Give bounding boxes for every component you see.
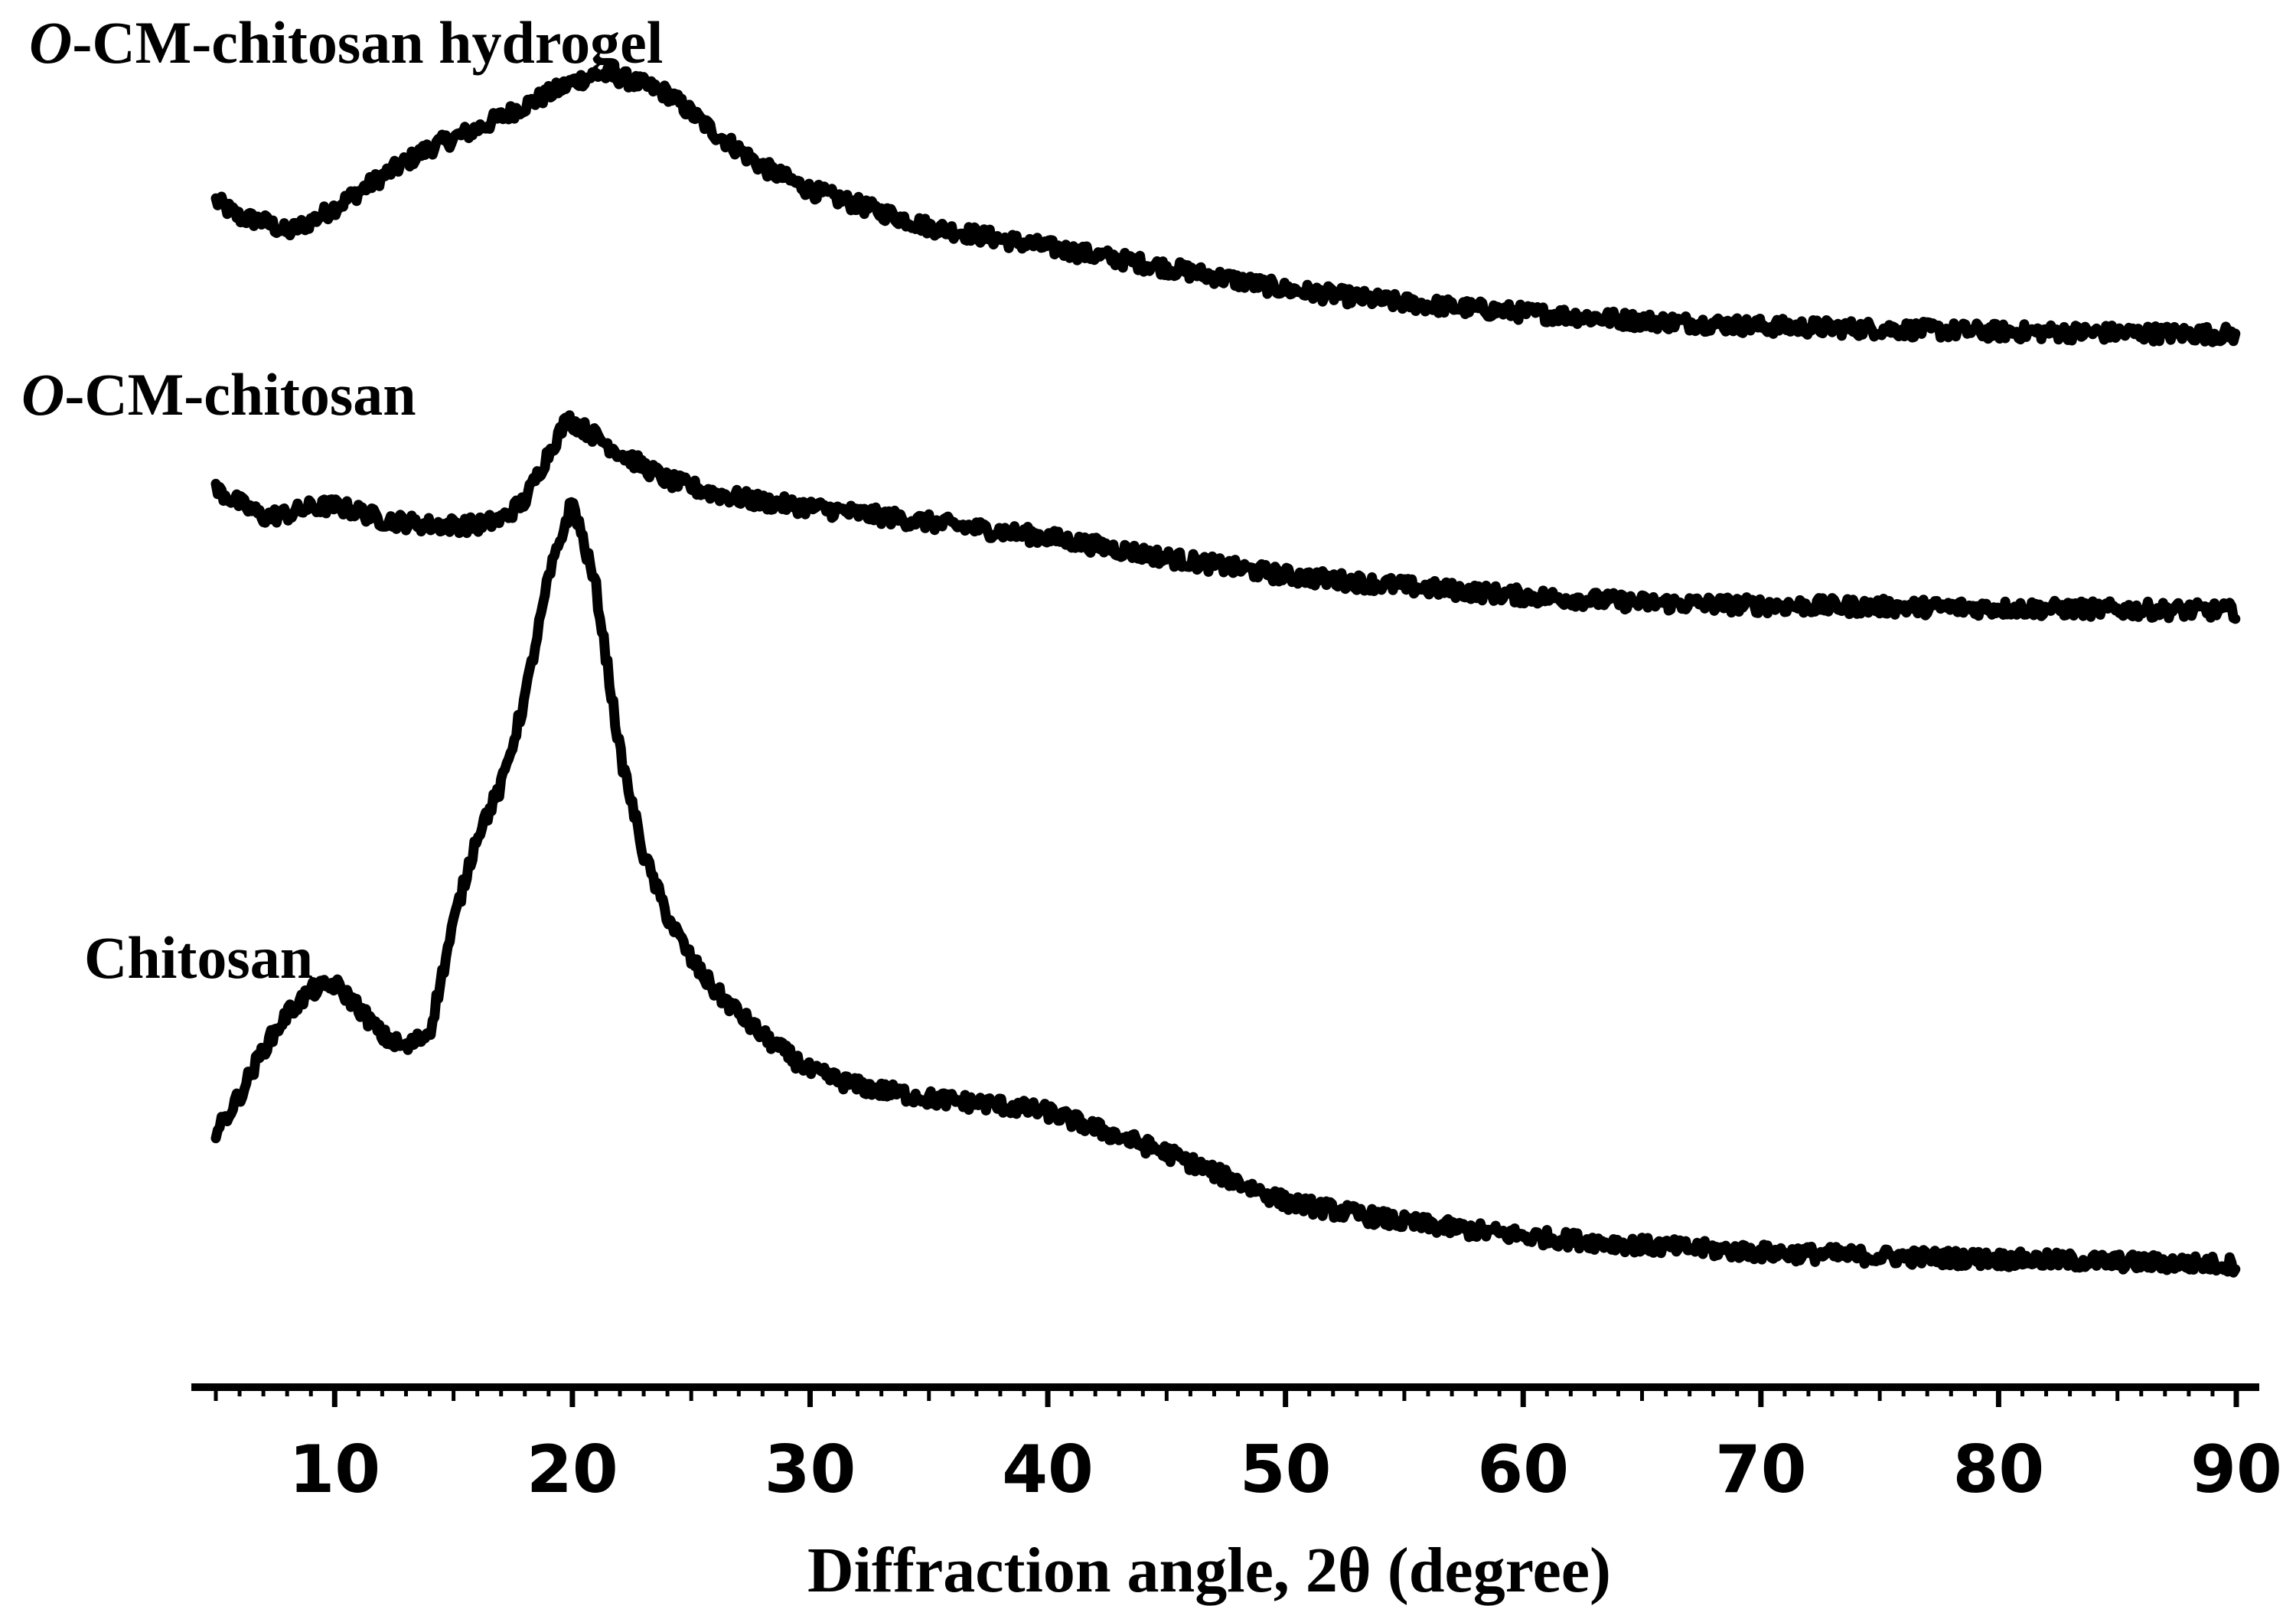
x-tick-label: 60 [1477,1432,1569,1508]
series-label-italic-prefix: O [29,9,72,76]
series-line-2 [210,497,2241,1278]
x-axis: 10 20 30 40 50 60 70 80 90 [191,1383,2282,1508]
x-tick-label: 50 [1240,1432,1332,1508]
x-tick-label: 30 [765,1432,856,1508]
series-label-text: -CM-chitosan hydrogel [72,9,663,76]
series-line-1 [210,410,2241,624]
series-label-2: Chitosan [84,924,313,991]
series-label-text: -CM-chitosan [64,361,416,428]
series-label-italic-prefix: O [21,361,64,428]
plot-area [210,63,2241,1278]
x-tick-label: 10 [289,1432,380,1508]
series-labels: O-CM-chitosan hydrogelO-CM-chitosanChito… [21,9,663,991]
x-axis-title: Diffraction angle, 2θ (degree) [807,1535,1611,1606]
x-tick-label: 40 [1002,1432,1094,1508]
x-tick-label: 90 [2190,1432,2282,1508]
x-tick-label: 20 [527,1432,618,1508]
series-line-0 [210,63,2241,347]
x-tick-label: 80 [1953,1432,2045,1508]
series-label-text: Chitosan [84,924,313,991]
x-tick-label: 70 [1715,1432,1807,1508]
series-label-0: O-CM-chitosan hydrogel [29,9,663,76]
series-label-1: O-CM-chitosan [21,361,416,428]
